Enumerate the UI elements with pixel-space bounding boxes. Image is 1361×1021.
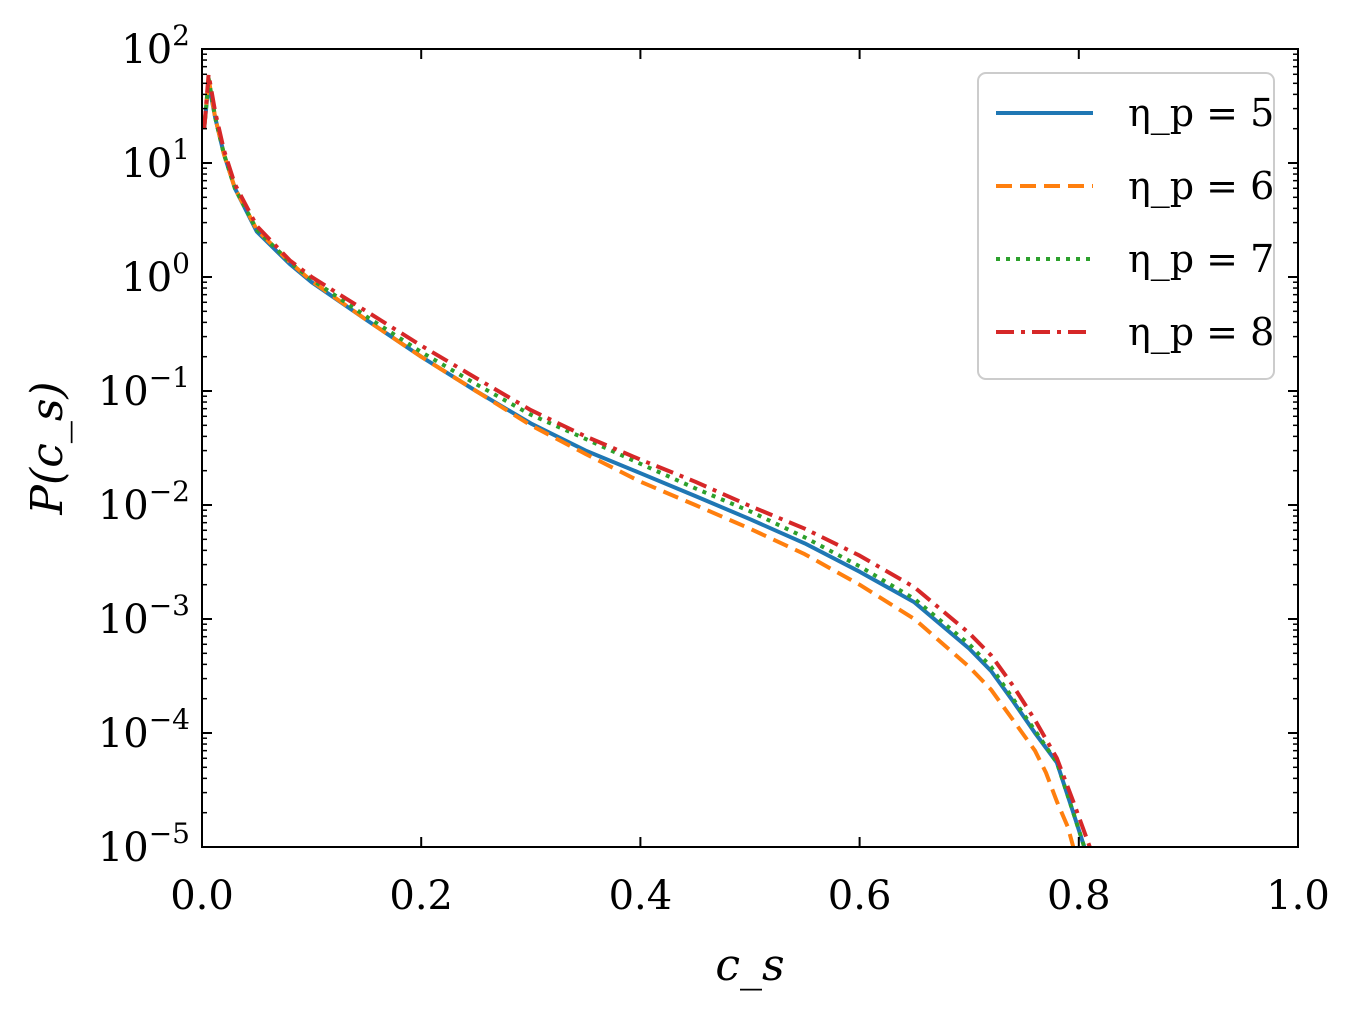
x-tick-label: 0.6	[828, 873, 892, 919]
y-tick-label: 100	[121, 247, 190, 301]
y-tick-label: 10−3	[98, 589, 190, 643]
y-tick-label: 10−5	[98, 817, 190, 871]
legend-label-4: η_p = 8	[1128, 310, 1274, 355]
legend-label-3: η_p = 7	[1128, 237, 1274, 282]
y-axis-label: P(c_s)	[22, 381, 73, 515]
axes: 0.0 0.2 0.4 0.6 0.8 1.0 10−5 10−4 10−3 10−2 10−1 10…	[98, 19, 1330, 919]
y-tick-label: 10−4	[98, 703, 190, 757]
x-tick-label: 1.0	[1266, 873, 1330, 919]
x-tick-label: 0.8	[1047, 873, 1111, 919]
plot-frame	[201, 48, 1299, 848]
x-axis-label: c_s	[715, 940, 784, 991]
y-tick-label: 10−1	[98, 361, 190, 415]
legend-label-2: η_p = 6	[1128, 164, 1274, 209]
series-line-3	[202, 76, 1087, 847]
legend-label-1: η_p = 5	[1128, 91, 1274, 136]
legend: η_p = 5 η_p = 6 η_p = 7 η_p = 8	[977, 72, 1275, 380]
series-line-4	[202, 72, 1092, 847]
series-line-1	[202, 81, 1087, 847]
x-tick-label: 0.4	[609, 873, 673, 919]
y-tick-label: 10−2	[98, 475, 190, 529]
series-layer	[202, 72, 1092, 847]
y-tick-label: 102	[121, 19, 190, 73]
x-tick-label: 0.0	[170, 873, 234, 919]
legend-box	[977, 72, 1275, 380]
y-tick-label: 101	[121, 133, 190, 187]
x-tick-label: 0.2	[389, 873, 453, 919]
